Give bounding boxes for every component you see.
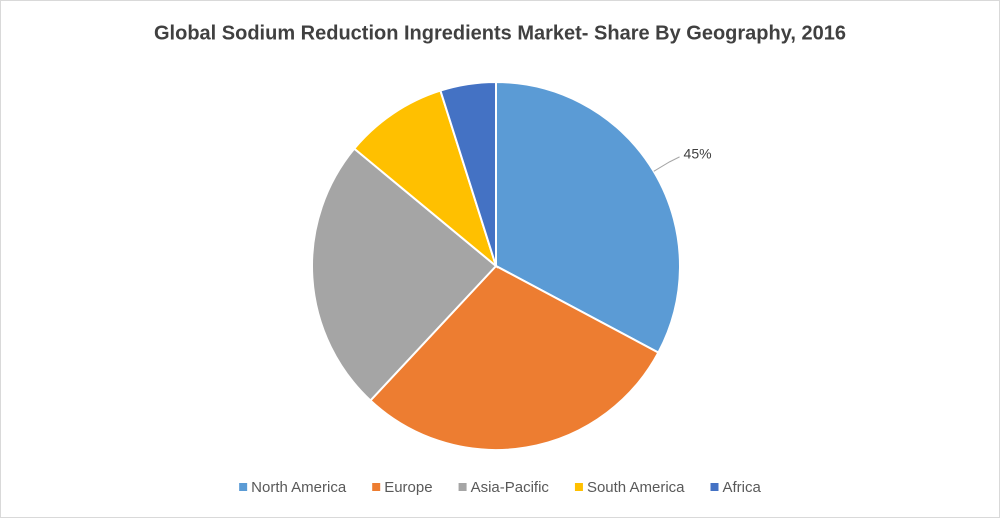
pie-slice xyxy=(439,80,497,267)
pie-slice xyxy=(369,264,660,451)
leader-line xyxy=(653,156,680,172)
legend-label: Asia-Pacific xyxy=(471,479,550,496)
data-label: 45% xyxy=(684,146,712,162)
legend-label: South America xyxy=(587,479,685,496)
chart-title: Global Sodium Reduction Ingredients Mark… xyxy=(154,22,846,44)
pie-slice xyxy=(311,147,498,402)
legend-swatch xyxy=(458,483,467,491)
legend: North America Europe Asia-Pacific South Ame… xyxy=(239,479,762,496)
legend-swatch xyxy=(710,483,719,491)
legend-label: Europe xyxy=(384,479,432,496)
legend-label: North America xyxy=(251,479,347,496)
pie-slice xyxy=(352,89,498,269)
legend-swatch xyxy=(574,483,583,491)
legend-swatch xyxy=(239,483,248,491)
legend-swatch xyxy=(372,483,381,491)
legend-label: Africa xyxy=(723,479,762,496)
